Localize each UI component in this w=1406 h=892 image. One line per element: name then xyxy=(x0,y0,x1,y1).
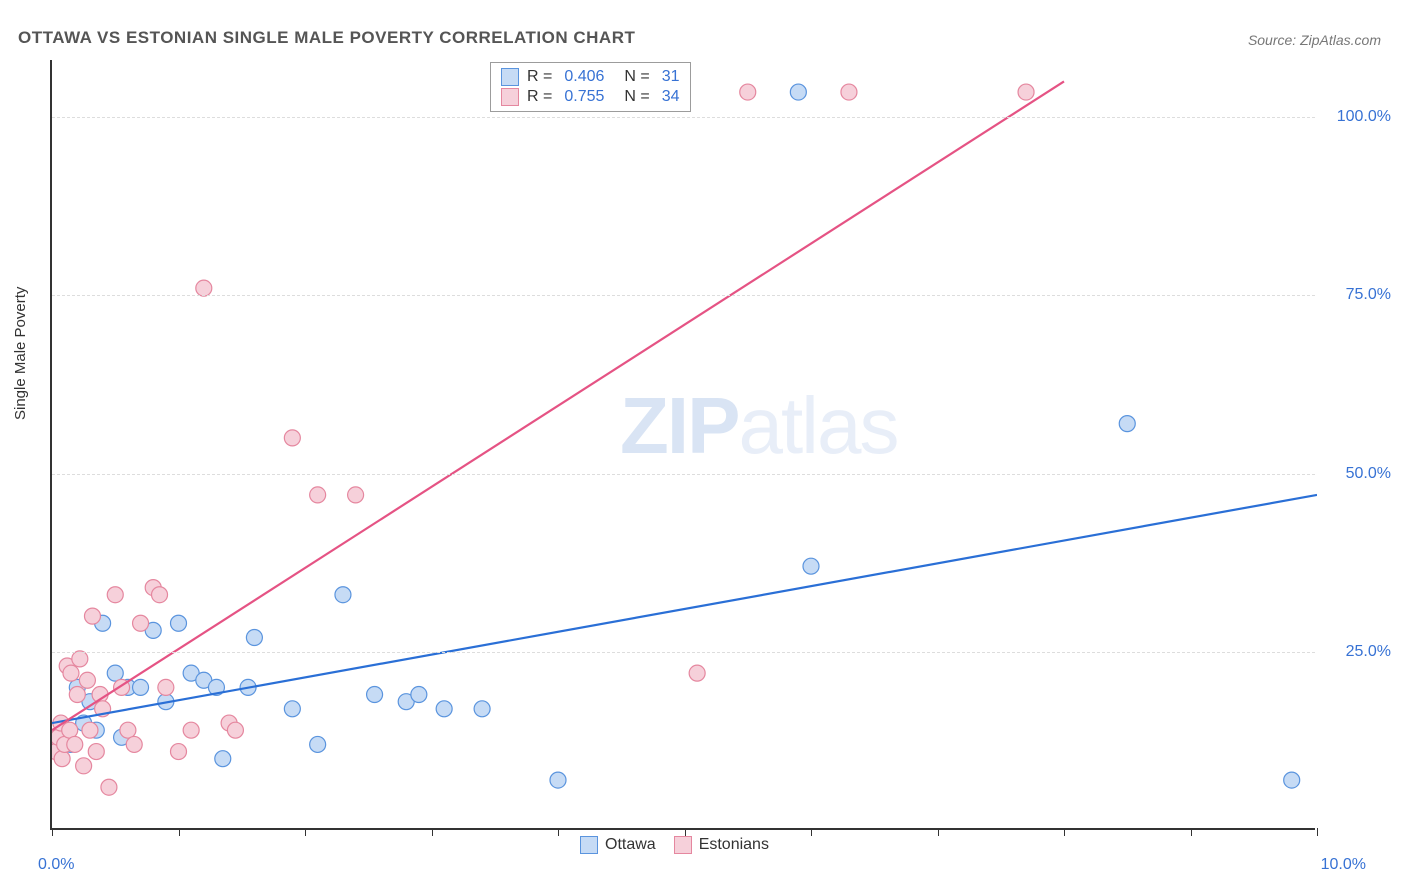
n-value: 34 xyxy=(662,88,680,106)
data-point xyxy=(841,84,857,100)
correlation-info-box: R = 0.406 N = 31 R = 0.755 N = 34 xyxy=(490,62,691,112)
series-swatch xyxy=(501,68,519,86)
chart-title: OTTAWA VS ESTONIAN SINGLE MALE POVERTY C… xyxy=(18,28,635,48)
data-point xyxy=(1018,84,1034,100)
data-point xyxy=(158,679,174,695)
x-tick xyxy=(1317,828,1318,836)
x-tick xyxy=(938,828,939,836)
info-row: R = 0.755 N = 34 xyxy=(501,87,680,107)
x-tick xyxy=(305,828,306,836)
x-tick xyxy=(558,828,559,836)
x-tick xyxy=(1191,828,1192,836)
data-point xyxy=(183,722,199,738)
data-point xyxy=(133,679,149,695)
data-point xyxy=(227,722,243,738)
n-label: N = xyxy=(624,68,649,86)
x-tick xyxy=(432,828,433,836)
data-point xyxy=(79,672,95,688)
grid-line xyxy=(52,295,1315,296)
data-point xyxy=(67,736,83,752)
data-point xyxy=(133,615,149,631)
legend-swatch xyxy=(580,836,598,854)
data-point xyxy=(284,430,300,446)
data-point xyxy=(69,687,85,703)
legend-label: Estonians xyxy=(699,836,769,854)
y-tick-label: 100.0% xyxy=(1337,108,1391,126)
series-swatch xyxy=(501,88,519,106)
grid-line xyxy=(52,117,1315,118)
legend-swatch xyxy=(674,836,692,854)
data-point xyxy=(1119,416,1135,432)
n-value: 31 xyxy=(662,68,680,86)
data-point xyxy=(63,665,79,681)
data-point xyxy=(54,751,70,767)
legend-bottom: Ottawa Estonians xyxy=(580,836,769,854)
data-point xyxy=(246,630,262,646)
data-point xyxy=(82,722,98,738)
x-tick xyxy=(179,828,180,836)
data-point xyxy=(101,779,117,795)
legend-label: Ottawa xyxy=(605,836,656,854)
data-point xyxy=(284,701,300,717)
legend-item: Estonians xyxy=(674,836,769,854)
r-value: 0.406 xyxy=(564,68,604,86)
data-point xyxy=(1284,772,1300,788)
data-point xyxy=(348,487,364,503)
data-point xyxy=(171,744,187,760)
data-point xyxy=(72,651,88,667)
data-point xyxy=(803,558,819,574)
data-point xyxy=(550,772,566,788)
chart-container: OTTAWA VS ESTONIAN SINGLE MALE POVERTY C… xyxy=(0,0,1406,892)
data-point xyxy=(84,608,100,624)
x-tick xyxy=(811,828,812,836)
data-point xyxy=(790,84,806,100)
data-point xyxy=(107,587,123,603)
data-point xyxy=(120,722,136,738)
y-tick-label: 25.0% xyxy=(1346,643,1391,661)
data-point xyxy=(215,751,231,767)
data-point xyxy=(310,487,326,503)
y-axis-label: Single Male Poverty xyxy=(12,287,29,420)
grid-line xyxy=(52,474,1315,475)
data-point xyxy=(474,701,490,717)
data-point xyxy=(310,736,326,752)
info-row: R = 0.406 N = 31 xyxy=(501,67,680,87)
data-point xyxy=(196,280,212,296)
data-point xyxy=(62,722,78,738)
x-tick-label: 10.0% xyxy=(1321,856,1366,874)
data-point xyxy=(76,758,92,774)
data-point xyxy=(689,665,705,681)
data-point xyxy=(88,744,104,760)
r-value: 0.755 xyxy=(564,88,604,106)
x-tick-label: 0.0% xyxy=(38,856,74,874)
y-tick-label: 50.0% xyxy=(1346,465,1391,483)
r-label: R = xyxy=(527,88,552,106)
grid-line xyxy=(52,652,1315,653)
x-tick xyxy=(52,828,53,836)
data-point xyxy=(152,587,168,603)
x-tick xyxy=(685,828,686,836)
source-label: Source: ZipAtlas.com xyxy=(1248,32,1381,48)
data-point xyxy=(335,587,351,603)
data-point xyxy=(367,687,383,703)
x-tick xyxy=(1064,828,1065,836)
data-point xyxy=(126,736,142,752)
data-point xyxy=(171,615,187,631)
data-point xyxy=(436,701,452,717)
r-label: R = xyxy=(527,68,552,86)
data-point xyxy=(740,84,756,100)
legend-item: Ottawa xyxy=(580,836,656,854)
plot-area xyxy=(50,60,1315,830)
chart-svg xyxy=(52,60,1317,830)
y-tick-label: 75.0% xyxy=(1346,286,1391,304)
data-point xyxy=(411,687,427,703)
data-point xyxy=(107,665,123,681)
n-label: N = xyxy=(624,88,649,106)
